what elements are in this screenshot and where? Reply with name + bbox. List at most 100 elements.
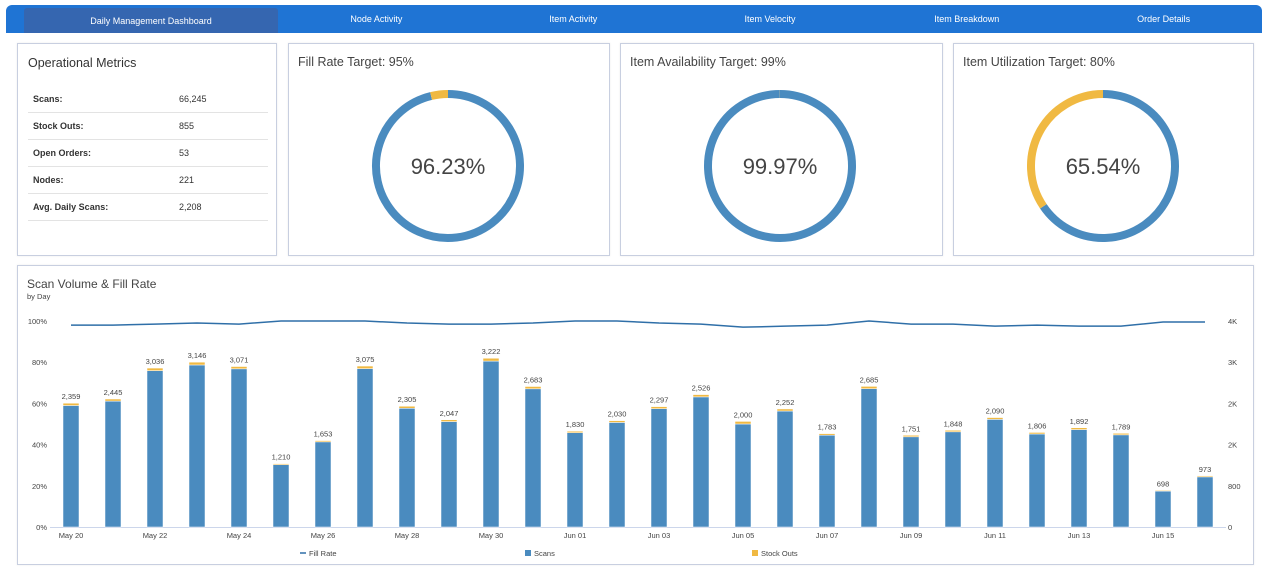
donut-center-label: 99.97% xyxy=(743,154,818,179)
bar-value-label: 1,848 xyxy=(944,419,963,428)
bar xyxy=(482,357,500,362)
y2-tick-label: 3K xyxy=(1228,358,1237,367)
bar xyxy=(62,405,80,528)
bar xyxy=(146,370,164,528)
bar-value-label: 3,075 xyxy=(356,355,375,364)
donut-title: Item Availability Target: 99% xyxy=(630,55,786,69)
bar-value-label: 3,222 xyxy=(482,347,501,356)
x-tick-label: Jun 15 xyxy=(1152,531,1175,540)
bar-value-label: 2,030 xyxy=(608,410,627,419)
bar-value-label: 2,685 xyxy=(860,375,879,384)
bar xyxy=(986,417,1004,420)
x-tick-label: Jun 13 xyxy=(1068,531,1091,540)
legend-swatch xyxy=(525,550,531,556)
bar-value-label: 1,830 xyxy=(566,420,585,429)
y-tick-label: 0% xyxy=(36,523,47,532)
x-tick-label: May 28 xyxy=(395,531,420,540)
bar xyxy=(104,400,122,528)
metric-value: 2,208 xyxy=(174,193,268,221)
bar xyxy=(902,436,920,528)
bar xyxy=(188,361,206,366)
bar-value-label: 2,090 xyxy=(986,407,1005,416)
x-tick-label: May 26 xyxy=(311,531,336,540)
metrics-card: Operational Metrics Scans: 66,245 Stock O… xyxy=(17,43,277,256)
bar-value-label: 2,526 xyxy=(692,384,711,393)
bar xyxy=(1196,476,1214,528)
x-tick-label: May 22 xyxy=(143,531,168,540)
chart-card xyxy=(17,265,1254,565)
bar xyxy=(1112,433,1130,436)
x-tick-label: Jun 11 xyxy=(984,531,1006,540)
bar xyxy=(272,464,290,528)
x-tick-label: May 30 xyxy=(479,531,504,540)
metric-label: Open Orders: xyxy=(28,139,174,167)
bar xyxy=(860,388,878,528)
bar-value-label: 698 xyxy=(1157,479,1170,488)
nav-tab[interactable]: Item Breakdown xyxy=(934,14,1000,24)
nav-tab[interactable]: Node Activity xyxy=(350,14,403,24)
bar-value-label: 2,359 xyxy=(62,392,81,401)
metric-label: Nodes: xyxy=(28,166,174,194)
bar xyxy=(482,360,500,528)
bar-value-label: 1,653 xyxy=(314,430,333,439)
bar xyxy=(524,388,542,528)
bar xyxy=(398,405,416,409)
bar-value-label: 973 xyxy=(1199,465,1212,474)
bar-value-label: 1,789 xyxy=(1112,422,1131,431)
bar xyxy=(566,432,584,528)
legend-label: Stock Outs xyxy=(761,549,798,558)
nav-tab[interactable]: Order Details xyxy=(1137,14,1191,24)
bar xyxy=(776,410,794,528)
bar xyxy=(398,408,416,528)
bar xyxy=(524,386,542,390)
x-tick-label: Jun 01 xyxy=(564,531,587,540)
bar-value-label: 2,683 xyxy=(524,376,543,385)
y-tick-label: 20% xyxy=(32,482,47,491)
nav-tab[interactable]: Daily Management Dashboard xyxy=(24,8,278,33)
metric-value: 221 xyxy=(174,166,268,194)
donut-segment xyxy=(1027,90,1104,209)
bar xyxy=(650,406,668,409)
donut-card xyxy=(620,43,943,256)
y-tick-label: 60% xyxy=(32,399,47,408)
bar xyxy=(776,408,794,412)
bar-value-label: 3,036 xyxy=(146,357,165,366)
bar xyxy=(734,421,752,425)
line-series xyxy=(71,320,1205,328)
bar xyxy=(566,430,584,434)
bar xyxy=(818,434,836,528)
y2-tick-label: 4K xyxy=(1228,317,1237,326)
bar xyxy=(230,366,248,370)
bar xyxy=(608,420,626,423)
donut-center-label: 96.23% xyxy=(411,154,486,179)
nav-bar: Daily Management Dashboard Node Activity… xyxy=(6,5,1262,33)
x-tick-label: Jun 09 xyxy=(900,531,923,540)
bar xyxy=(692,396,710,528)
bar xyxy=(986,419,1004,528)
y-tick-label: 40% xyxy=(32,441,47,450)
bar xyxy=(944,430,962,433)
bar-value-label: 2,297 xyxy=(650,396,669,405)
x-tick-label: May 20 xyxy=(59,531,84,540)
bar-value-label: 3,071 xyxy=(230,356,249,365)
bar xyxy=(188,364,206,528)
bar-value-label: 2,047 xyxy=(440,409,459,418)
y-tick-label: 100% xyxy=(28,317,48,326)
bar xyxy=(356,368,374,528)
donut-center-label: 65.54% xyxy=(1066,154,1141,179)
bar xyxy=(1028,433,1046,528)
nav-tab[interactable]: Item Velocity xyxy=(744,14,796,24)
bar xyxy=(902,435,920,438)
bar xyxy=(356,365,374,369)
bar xyxy=(62,402,80,406)
nav-tab[interactable]: Item Activity xyxy=(549,14,598,24)
donut-segment xyxy=(1040,90,1179,242)
bar xyxy=(440,421,458,528)
bar-value-label: 1,751 xyxy=(902,424,921,433)
chart-title: Scan Volume & Fill Rate xyxy=(27,277,157,291)
bar-value-label: 1,783 xyxy=(818,423,837,432)
bar xyxy=(1154,490,1172,492)
x-tick-label: May 24 xyxy=(227,531,252,540)
donut-card xyxy=(953,43,1254,256)
metric-label: Avg. Daily Scans: xyxy=(28,193,174,221)
